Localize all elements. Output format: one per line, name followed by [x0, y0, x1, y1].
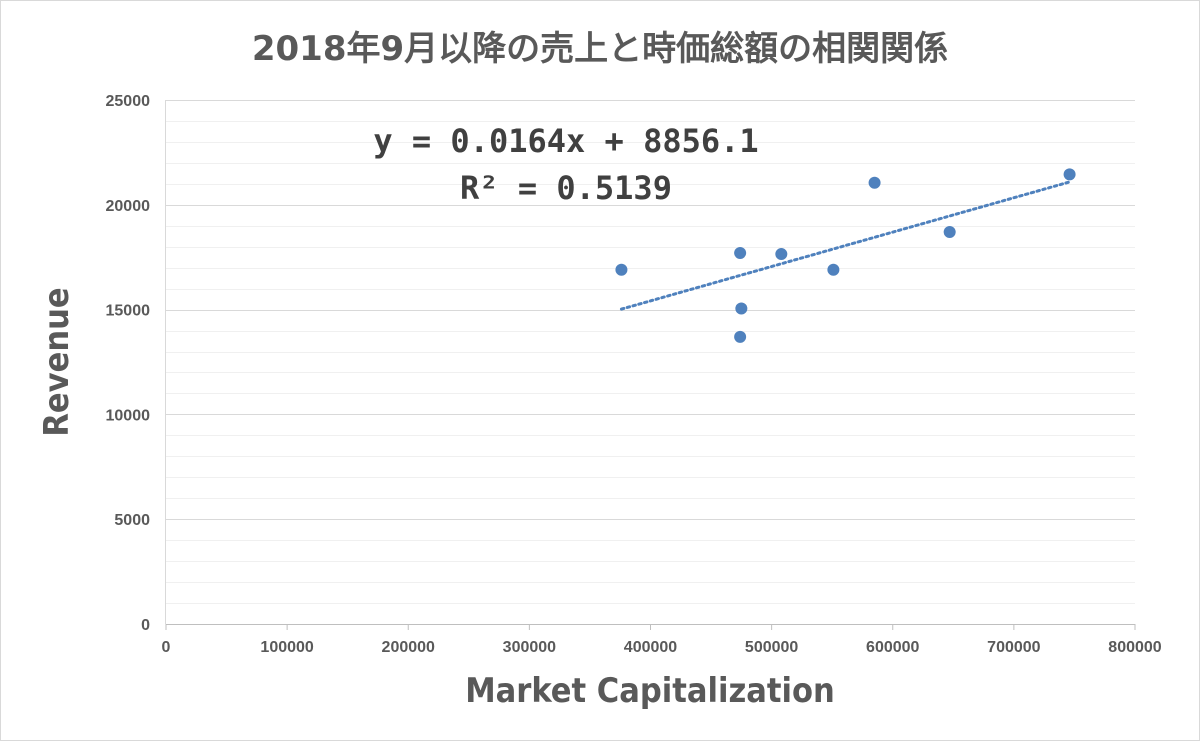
- y-tick-label: 15000: [106, 303, 151, 320]
- x-tick-label: 100000: [260, 639, 313, 656]
- y-axis-title: Revenue: [37, 287, 77, 436]
- x-tick-label: 400000: [624, 639, 677, 656]
- y-tick-label: 0: [141, 617, 150, 634]
- x-tick-label: 300000: [503, 639, 556, 656]
- minor-gridlines: [166, 121, 1135, 604]
- data-point: [943, 226, 956, 239]
- data-point: [735, 302, 748, 315]
- x-tick-labels: 0 100000 200000 300000 400000 500000 600000 700…: [162, 624, 1162, 656]
- trendline-equation: y = 0.0164x + 8856.1: [373, 122, 758, 160]
- data-point: [734, 330, 747, 343]
- data-point: [868, 176, 881, 189]
- y-tick-labels: 0 5000 10000 15000 20000 25000: [106, 93, 151, 634]
- x-tick-label: 500000: [745, 639, 798, 656]
- x-tick-label: 600000: [866, 639, 919, 656]
- data-point: [615, 263, 628, 276]
- y-tick-label: 25000: [106, 93, 151, 110]
- data-point: [1063, 168, 1076, 181]
- x-tick-label: 200000: [382, 639, 435, 656]
- y-tick-label: 5000: [114, 512, 150, 529]
- data-point: [827, 263, 840, 276]
- y-tick-label: 20000: [106, 198, 151, 215]
- data-point: [775, 248, 788, 261]
- major-gridlines: [166, 100, 1135, 520]
- data-point: [734, 247, 747, 260]
- chart-title: 2018年9月以降の売上と時価総額の相関関係: [252, 29, 948, 69]
- y-tick-label: 10000: [106, 407, 151, 424]
- x-tick-label: 700000: [987, 639, 1040, 656]
- trendline: [619, 180, 1072, 311]
- x-axis-title: Market Capitalization: [465, 671, 835, 711]
- data-points: [615, 168, 1076, 343]
- x-tick-label: 0: [162, 639, 171, 656]
- trendline-r-squared: R² = 0.5139: [460, 169, 672, 207]
- x-tick-label: 800000: [1108, 639, 1161, 656]
